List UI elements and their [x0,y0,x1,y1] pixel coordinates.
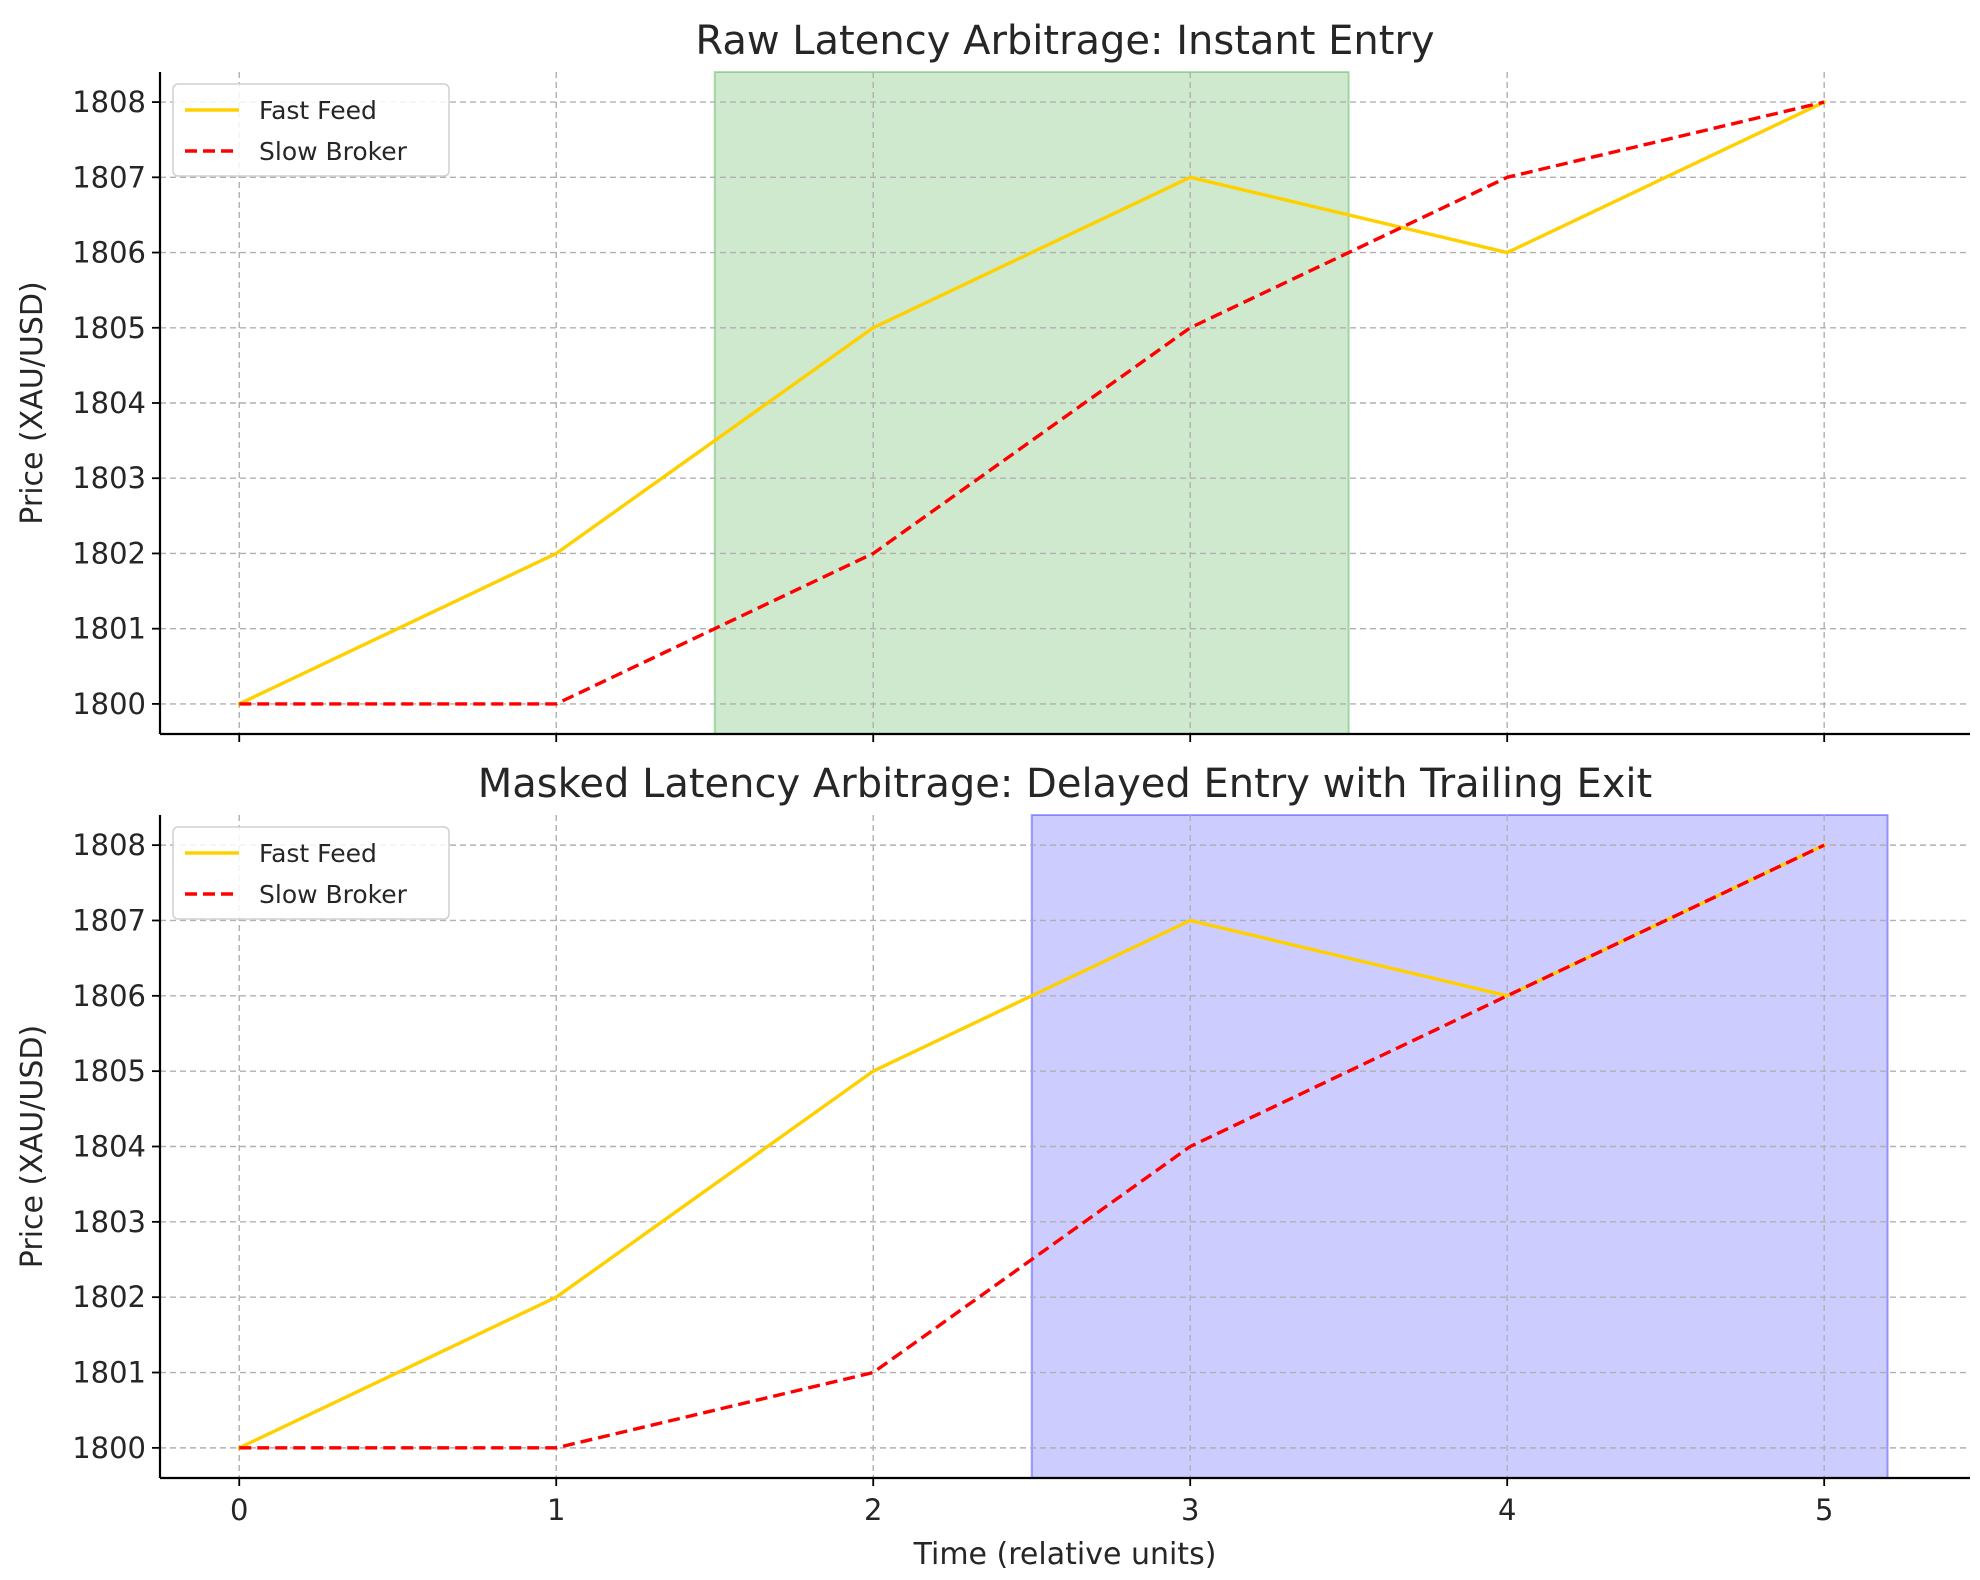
x-tick-label: 0 [230,1493,248,1527]
y-axis-label: Price (XAU/USD) [15,1025,50,1268]
chart-title: Masked Latency Arbitrage: Delayed Entry … [478,761,1652,807]
y-tick-label: 1804 [72,386,146,420]
x-axis-label: Time (relative units) [913,1537,1217,1572]
y-tick-label: 1805 [72,1054,146,1088]
y-tick-label: 1803 [72,1205,146,1239]
grid [160,815,1970,1478]
subplot-1: 1800 1801 1802 1803 1804 1805 1806 1807 1808 Raw … [15,18,1970,742]
y-tick-label: 1801 [72,1356,146,1390]
y-tick-label: 1804 [72,1130,146,1164]
y-tick-label: 1805 [72,311,146,345]
x-tick-label: 3 [1181,1493,1199,1527]
y-tick-label: 1808 [72,828,146,862]
subplot-2: 1800 1801 1802 1803 1804 1805 1806 1807 1808 0 1 2 3… [15,761,1970,1572]
legend-label: Fast Feed [259,96,377,125]
legend-box [172,83,450,177]
series-line-slow-broker [239,843,1825,1450]
legend-label: Slow Broker [259,137,408,166]
series-line-slow-broker [239,100,1825,706]
y-tick-label: 1808 [72,85,146,119]
y-tick-label: 1800 [72,1431,146,1465]
x-tick-label: 2 [864,1493,882,1527]
chart-title: Raw Latency Arbitrage: Instant Entry [695,18,1434,64]
y-tick-label: 1803 [72,461,146,495]
legend-label: Fast Feed [259,839,377,868]
y-tick-label: 1806 [72,979,146,1013]
y-tick-label: 1807 [72,903,146,937]
y-tick-label: 1801 [72,612,146,646]
y-tick-label: 1802 [72,536,146,570]
series-line-fast-feed [237,100,1826,706]
y-tick-label: 1806 [72,236,146,270]
legend: Fast Feed Slow Broker [172,83,450,177]
y-tick-label: 1802 [72,1280,146,1314]
legend-box [172,826,450,920]
x-tick-label: 4 [1498,1493,1516,1527]
legend-label: Slow Broker [259,880,408,909]
y-tick-label: 1807 [72,160,146,194]
y-axis-label: Price (XAU/USD) [15,281,50,524]
x-tick-label: 5 [1815,1493,1833,1527]
x-tick-label: 1 [547,1493,565,1527]
y-tick-label: 1800 [72,687,146,721]
legend: Fast Feed Slow Broker [172,826,450,920]
